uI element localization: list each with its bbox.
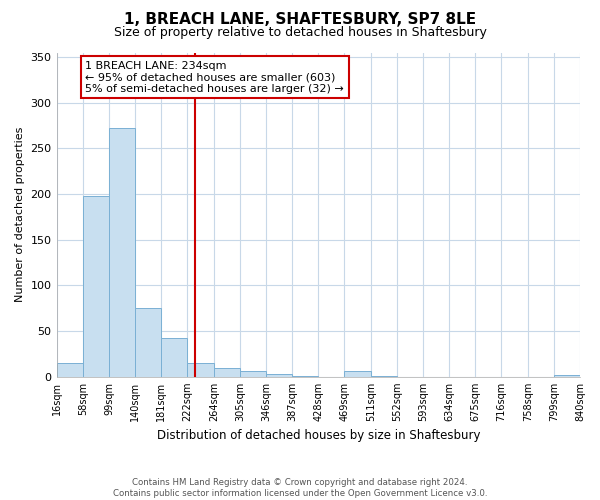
Bar xyxy=(266,374,292,377)
Bar xyxy=(83,196,109,377)
Text: Size of property relative to detached houses in Shaftesbury: Size of property relative to detached ho… xyxy=(113,26,487,39)
Text: 1, BREACH LANE, SHAFTESBURY, SP7 8LE: 1, BREACH LANE, SHAFTESBURY, SP7 8LE xyxy=(124,12,476,28)
Bar xyxy=(554,375,580,377)
Bar xyxy=(344,372,371,377)
Bar xyxy=(292,376,318,377)
Bar xyxy=(214,368,240,377)
Text: 1 BREACH LANE: 234sqm
← 95% of detached houses are smaller (603)
5% of semi-deta: 1 BREACH LANE: 234sqm ← 95% of detached … xyxy=(85,60,344,94)
Bar xyxy=(161,338,187,377)
Bar xyxy=(109,128,136,377)
X-axis label: Distribution of detached houses by size in Shaftesbury: Distribution of detached houses by size … xyxy=(157,430,480,442)
Bar xyxy=(187,363,214,377)
Bar xyxy=(240,372,266,377)
Bar xyxy=(371,376,397,377)
Text: Contains HM Land Registry data © Crown copyright and database right 2024.
Contai: Contains HM Land Registry data © Crown c… xyxy=(113,478,487,498)
Bar xyxy=(56,363,83,377)
Y-axis label: Number of detached properties: Number of detached properties xyxy=(15,127,25,302)
Bar xyxy=(136,308,161,377)
